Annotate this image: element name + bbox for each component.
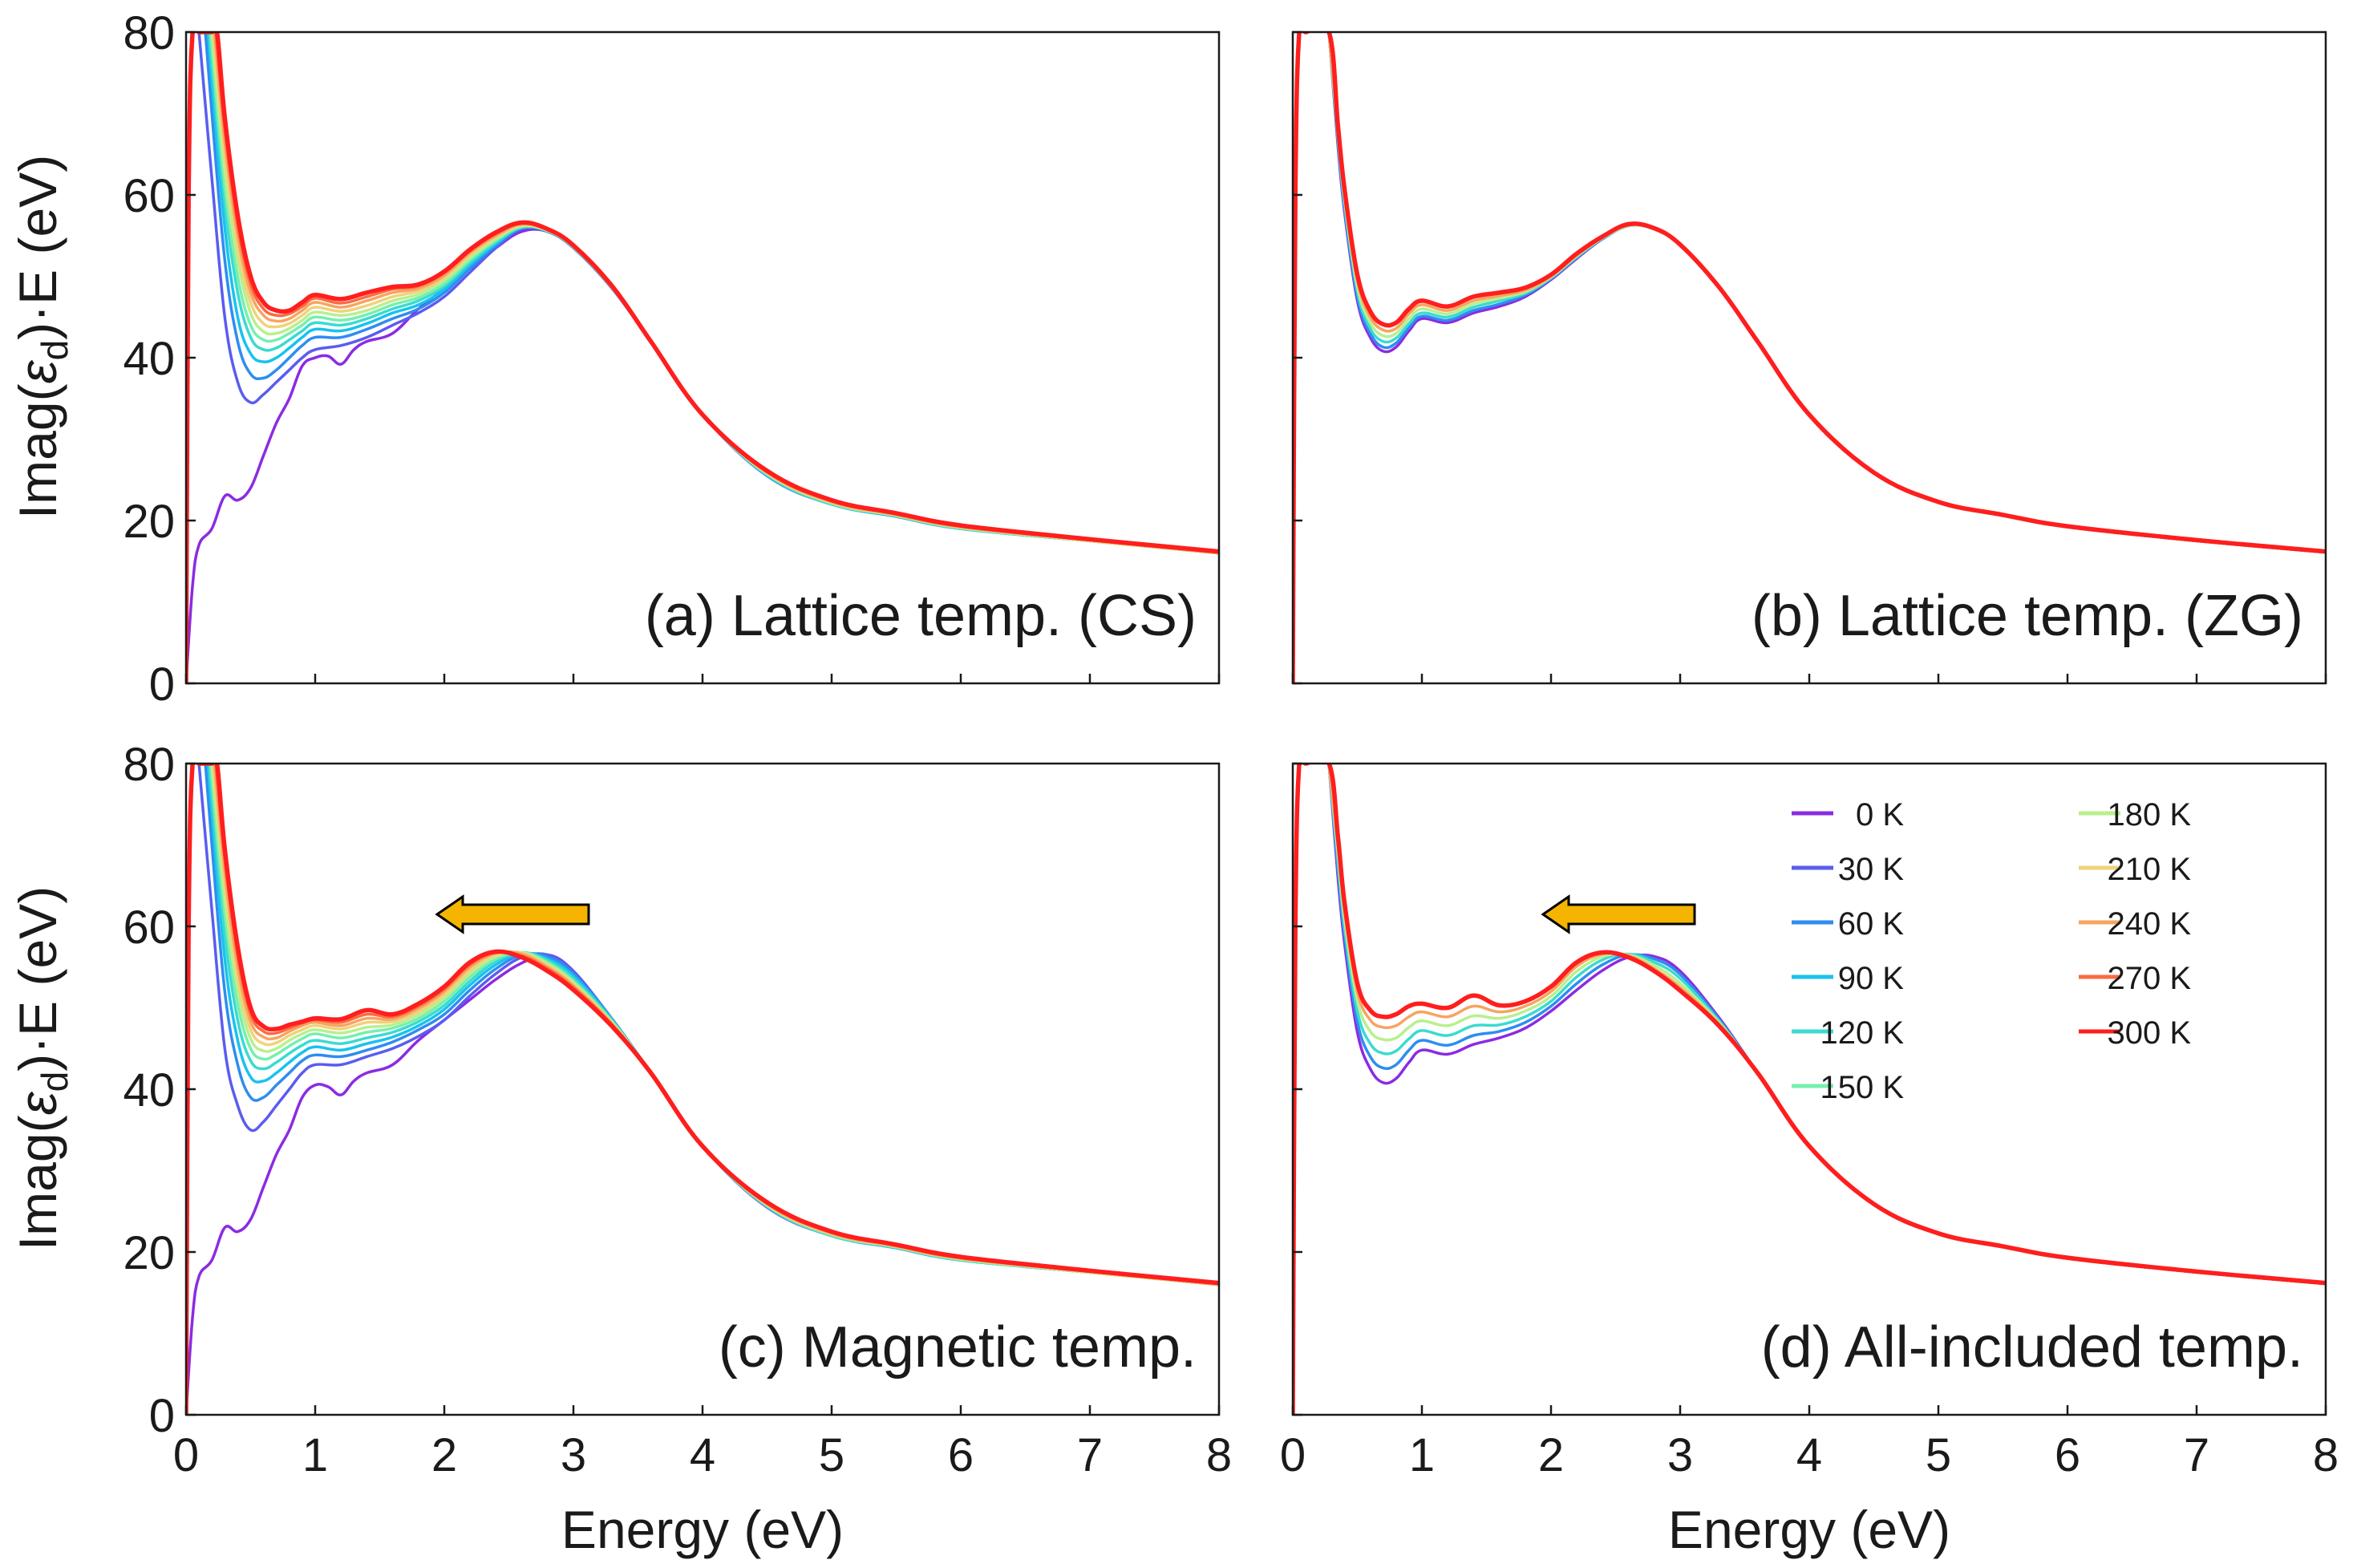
panel-title-a: (a) Lattice temp. (CS) [645, 584, 1197, 648]
y-tick-label-c: 20 [123, 1227, 175, 1279]
legend-label: 0 K [1856, 797, 1904, 833]
y-tick-label-a: 0 [149, 658, 175, 711]
x-tick-label-c: 1 [302, 1429, 328, 1481]
panel-title-b: (b) Lattice temp. (ZG) [1752, 584, 2303, 648]
legend: 0 K 30 K 60 K 90 K 120 K 150 K 180 K 210 K 240 K… [1792, 797, 2191, 1105]
series-group-a [186, 32, 1219, 683]
y-tick-label-a: 20 [123, 496, 175, 548]
series-line-a-30k [197, 32, 1219, 555]
ylabel-bottom-prefix: Imag( [8, 1115, 67, 1250]
series-group-c [186, 764, 1219, 1415]
legend-item: 150 K [1792, 1070, 1904, 1105]
ylabel-bottom-suffix: )·E (eV) [8, 886, 67, 1072]
ylabel-top-suffix: )·E (eV) [8, 155, 67, 340]
legend-label: 270 K [2107, 961, 2191, 996]
series-line-a-300k [186, 32, 1219, 683]
legend-item: 300 K [2079, 1015, 2191, 1051]
legend-label: 90 K [1838, 961, 1905, 996]
series-line-b-300k [1293, 32, 2326, 683]
ylabel-bottom-subscript: d [34, 1072, 75, 1092]
legend-label: 120 K [1820, 1015, 1904, 1051]
legend-label: 210 K [2107, 852, 2191, 887]
x-tick-label-d: 5 [1926, 1429, 1951, 1481]
legend-item: 180 K [2079, 797, 2191, 833]
x-tick-label-d: 4 [1796, 1429, 1822, 1481]
series-line-c-300k [186, 764, 1219, 1415]
y-tick-label-a: 60 [123, 170, 175, 222]
series-line-b-0k [1327, 32, 2326, 554]
series-line-b-240k [1327, 32, 2326, 554]
panel-a: 0 20 40 60 80 (a) Lattice temp. (CS) [123, 7, 1221, 711]
x-tick-label-c: 6 [948, 1429, 974, 1481]
legend-label: 300 K [2107, 1015, 2191, 1051]
y-tick-label-a: 80 [123, 7, 175, 59]
legend-item: 210 K [2079, 852, 2191, 887]
legend-item: 60 K [1792, 906, 1904, 942]
ylabel-top: Imag(εd)·E (eV) [8, 155, 75, 519]
legend-item: 270 K [2079, 961, 2191, 996]
panel-b: (b) Lattice temp. (ZG) [1291, 30, 2327, 685]
ylabel-bottom-symbol: ε [8, 1091, 67, 1115]
x-tick-label-c: 2 [431, 1429, 457, 1481]
x-tick-label-d: 3 [1667, 1429, 1693, 1481]
x-tick-label-d: 8 [2313, 1429, 2339, 1481]
legend-label: 30 K [1838, 852, 1905, 887]
series-line-b-120k [1327, 32, 2326, 554]
panel-d: 0 1 2 3 4 5 6 7 8(d) All-included temp. [1280, 762, 2339, 1481]
x-tick-label-c: 0 [173, 1429, 199, 1481]
x-tick-label-c: 4 [690, 1429, 715, 1481]
series-group-d [1293, 764, 2326, 1415]
legend-item: 30 K [1792, 852, 1904, 887]
legend-item: 0 K [1792, 797, 1904, 833]
y-tick-label-c: 40 [123, 1064, 175, 1116]
y-tick-label-c: 80 [123, 739, 175, 791]
panel-title-d: (d) All-included temp. [1761, 1315, 2303, 1380]
y-tick-label-c: 0 [149, 1390, 175, 1442]
series-group-b [1293, 32, 2326, 683]
legend-item: 120 K [1792, 1015, 1904, 1051]
x-tick-label-c: 8 [1206, 1429, 1232, 1481]
legend-label: 60 K [1838, 906, 1905, 942]
x-tick-label-d: 0 [1280, 1429, 1306, 1481]
series-line-c-210k [212, 764, 1219, 1286]
legend-item: 240 K [2079, 906, 2191, 942]
ylabel-top-subscript: d [34, 340, 75, 361]
xlabel-left: Energy (eV) [561, 1500, 844, 1559]
series-line-b-180k [1327, 32, 2326, 554]
y-tick-label-c: 60 [123, 901, 175, 954]
legend-label: 240 K [2107, 906, 2191, 942]
legend-label: 180 K [2107, 797, 2191, 833]
x-tick-label-d: 7 [2184, 1429, 2209, 1481]
x-tick-label-c: 5 [819, 1429, 844, 1481]
x-tick-label-d: 1 [1409, 1429, 1435, 1481]
ylabel-top-prefix: Imag( [8, 383, 67, 519]
legend-label: 150 K [1820, 1070, 1904, 1105]
shift-arrow-d [1541, 894, 1696, 934]
panel-title-c: (c) Magnetic temp. [719, 1315, 1197, 1380]
ylabel-bottom: Imag(εd)·E (eV) [8, 886, 75, 1250]
x-tick-label-c: 3 [561, 1429, 586, 1481]
xlabel-right: Energy (eV) [1668, 1500, 1950, 1559]
x-tick-label-d: 6 [2055, 1429, 2080, 1481]
series-line-a-60k [204, 32, 1219, 555]
shift-arrow-c [435, 894, 590, 934]
x-tick-label-d: 2 [1538, 1429, 1564, 1481]
series-line-b-60k [1327, 32, 2326, 554]
ylabel-top-symbol: ε [8, 359, 67, 383]
x-tick-label-c: 7 [1077, 1429, 1103, 1481]
series-line-d-300k [1293, 764, 2326, 1415]
y-tick-label-a: 40 [123, 333, 175, 385]
legend-item: 90 K [1792, 961, 1904, 996]
